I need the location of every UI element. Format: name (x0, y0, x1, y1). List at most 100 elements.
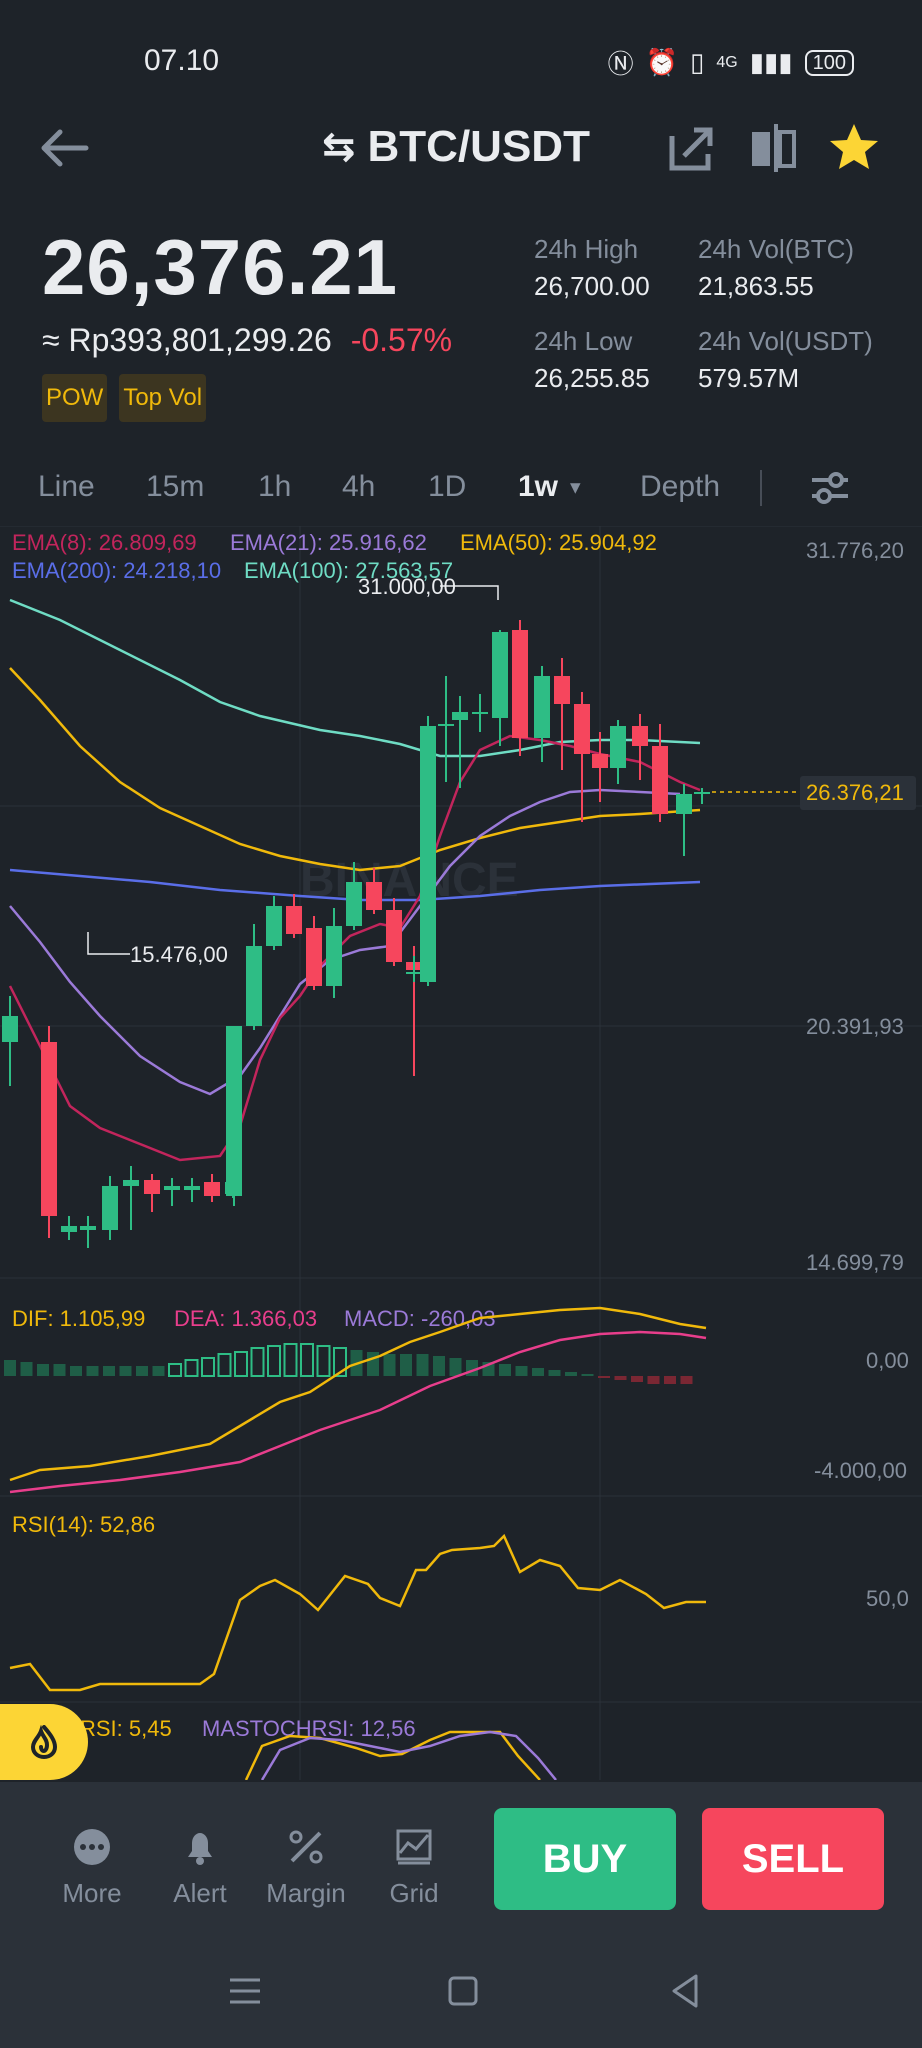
sell-button[interactable]: SELL (702, 1808, 884, 1910)
margin-button[interactable]: Margin (256, 1822, 356, 1909)
candle-body (184, 1186, 200, 1190)
macd-bar (168, 1363, 182, 1377)
signal-icon: ▮▮▮ (749, 47, 793, 77)
macd-bar (499, 1364, 511, 1376)
alert-button[interactable]: Alert (150, 1822, 250, 1909)
tab-line[interactable]: Line (38, 470, 95, 503)
macd-bar (4, 1360, 16, 1376)
candle-body (694, 792, 710, 794)
network-label: 4G (716, 53, 738, 71)
macd-bar (20, 1362, 33, 1376)
macd-bar (532, 1368, 544, 1376)
tab-1w[interactable]: 1w ▼ (518, 470, 584, 504)
candle-body (246, 946, 262, 1026)
stat-vol-usdt-value: 579.57M (698, 363, 800, 393)
nfc-icon: Ⓝ (607, 49, 634, 79)
candle-body (386, 910, 402, 962)
macd-bar (234, 1351, 248, 1377)
candle-body (326, 926, 342, 986)
tab-4h[interactable]: 4h (342, 470, 376, 503)
candle-body (144, 1180, 160, 1194)
alarm-icon: ⏰ (645, 47, 679, 77)
candle-body (676, 794, 692, 814)
macd-bar (400, 1354, 412, 1376)
candle-body (266, 906, 282, 946)
candle-body (452, 712, 468, 720)
tab-1h[interactable]: 1h (258, 470, 292, 503)
grid-button[interactable]: Grid (364, 1822, 464, 1909)
stat-vol-btc-value: 21,863.55 (698, 271, 814, 301)
ema100-line (9, 598, 701, 758)
candle-body (592, 754, 608, 768)
candle-body (346, 882, 362, 926)
pair-selector[interactable]: ⇆ BTC/USDT (322, 122, 590, 172)
candle-body (366, 882, 382, 910)
margin-label: Margin (266, 1878, 346, 1908)
flame-icon (30, 1725, 58, 1759)
more-button[interactable]: More (42, 1822, 142, 1909)
home-icon[interactable] (438, 1966, 488, 2016)
more-label: More (62, 1878, 122, 1908)
quick-action-button[interactable] (0, 1704, 88, 1780)
macd-bar (201, 1357, 215, 1377)
candle-body (610, 726, 626, 768)
macd-bar (416, 1354, 429, 1376)
compare-icon[interactable] (744, 120, 800, 176)
price-axis-mid: 20.391,93 (806, 1014, 904, 1039)
back-nav-icon[interactable] (660, 1966, 710, 2016)
action-bar: More Alert Margin Grid BUY SELL (0, 1782, 922, 1932)
favorite-star-icon[interactable] (826, 120, 882, 176)
buy-button[interactable]: BUY (494, 1808, 676, 1910)
candle-body (226, 1026, 242, 1196)
tag-top-vol[interactable]: Top Vol (119, 374, 207, 422)
candle-body (286, 906, 302, 934)
macd-histogram (4, 1343, 693, 1384)
macd-bar (598, 1376, 610, 1378)
macd-bar (283, 1343, 298, 1377)
candle-body (512, 630, 528, 738)
chart-settings-icon[interactable] (808, 466, 852, 510)
pair-name: BTC/USDT (367, 122, 590, 171)
macd-bar (53, 1364, 66, 1376)
tab-depth[interactable]: Depth (640, 470, 721, 503)
stat-vol-btc: 24h Vol(BTC) 21,863.55 (698, 234, 908, 302)
price-chart[interactable]: BINANCE 31.000,00 15.476,00 31.776,20 20… (0, 526, 922, 1780)
price-axis-bottom: 14.699,79 (806, 1250, 904, 1275)
macd-bar (433, 1356, 445, 1376)
macd-axis-zero: 0,00 (866, 1348, 909, 1373)
margin-icon (289, 1830, 323, 1864)
tag-pow[interactable]: POW (42, 374, 108, 422)
ema8-label: EMA(8): 26.809,69 (12, 530, 197, 555)
macd-bar (119, 1366, 132, 1376)
chart-canvas[interactable]: BINANCE 31.000,00 15.476,00 31.776,20 20… (0, 526, 922, 1780)
ema100-label: EMA(100): 27.563,57 (244, 558, 453, 583)
share-icon[interactable] (664, 120, 720, 176)
back-arrow-icon[interactable] (36, 124, 92, 172)
macd-bar (581, 1374, 594, 1376)
candle-body (306, 928, 322, 986)
ema8-line (8, 734, 701, 1162)
candle-body (41, 1042, 57, 1216)
current-price-tag: 26.376,21 (806, 780, 904, 805)
rsi-axis-50: 50,0 (866, 1586, 909, 1611)
menu-icon[interactable] (220, 1966, 270, 2016)
tab-1d[interactable]: 1D (428, 470, 467, 503)
macd-bar (300, 1343, 314, 1377)
candle-body (472, 712, 488, 714)
candle-body (420, 726, 436, 982)
ticker-stats: 24h High 26,700.00 24h Vol(BTC) 21,863.5… (534, 234, 908, 394)
price-axis-top: 31.776,20 (806, 538, 904, 563)
candle-body (80, 1226, 96, 1230)
swap-icon: ⇆ (322, 125, 356, 169)
candle-body (204, 1182, 220, 1196)
candlestick-series (2, 620, 710, 1248)
tab-15m[interactable]: 15m (146, 470, 205, 503)
macd-bar (250, 1347, 265, 1377)
status-icons: Ⓝ ⏰ ▯ 4G ▮▮▮ 100 (608, 44, 854, 81)
macd-dif-line (9, 1306, 707, 1482)
candle-body (438, 724, 454, 726)
stat-low-value: 26,255.85 (534, 363, 650, 393)
candle-body (102, 1186, 118, 1230)
vibrate-icon: ▯ (690, 47, 705, 77)
macd-bar (664, 1376, 676, 1384)
